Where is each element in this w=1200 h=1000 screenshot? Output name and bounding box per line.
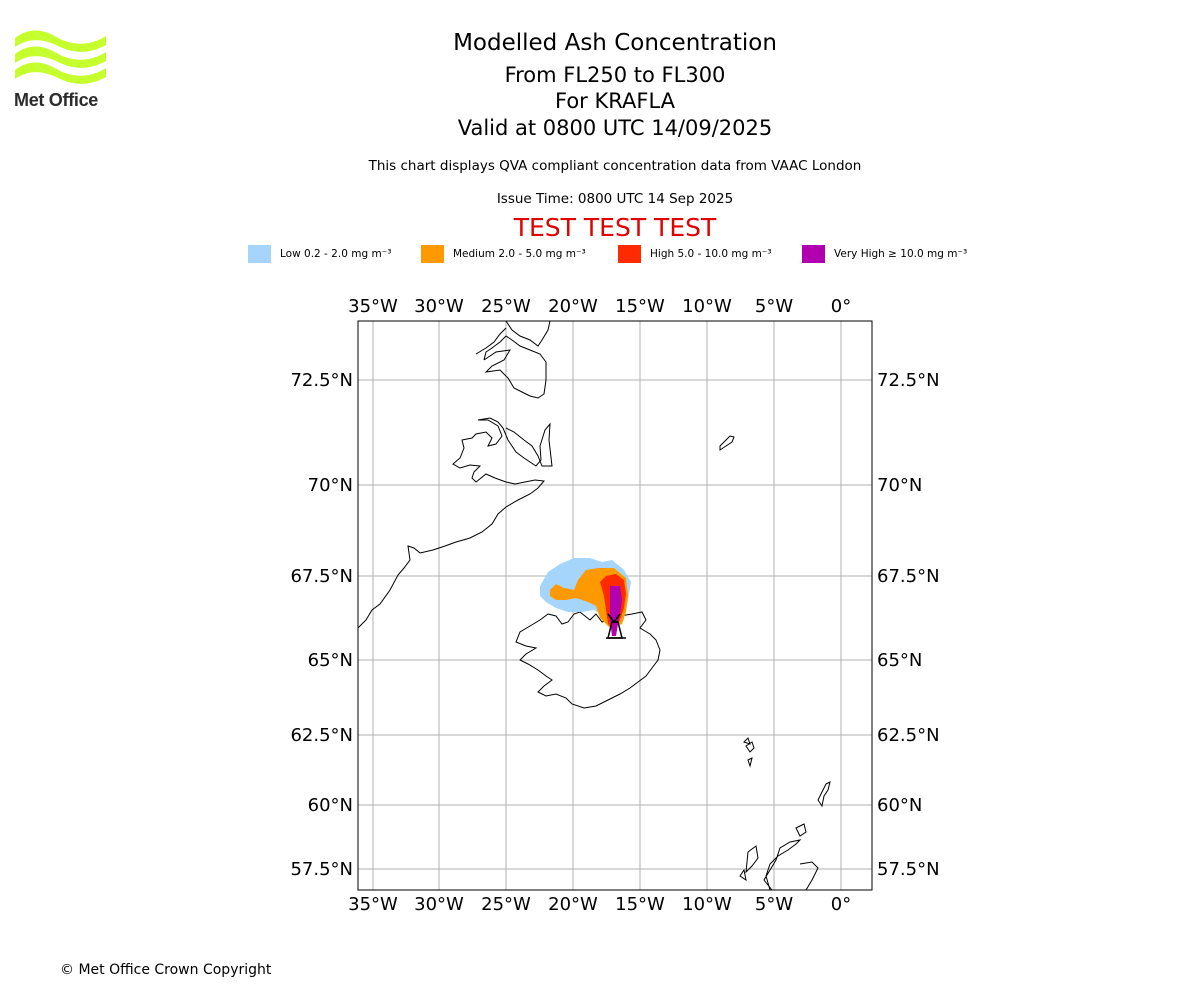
lon-label: 0°	[831, 296, 851, 317]
legend-item-low: Low 0.2 - 2.0 mg m⁻³	[248, 244, 391, 264]
lon-label: 35°W	[348, 296, 398, 317]
flight-level-range: From FL250 to FL300	[504, 63, 726, 87]
lon-label: 30°W	[414, 894, 464, 915]
greenland-coast	[358, 417, 553, 629]
chart-title: Modelled Ash Concentration	[453, 30, 777, 56]
legend-swatch-high	[618, 245, 641, 263]
legend-item-high: High 5.0 - 10.0 mg m⁻³	[618, 244, 772, 264]
legend-label-very-high: Very High ≥ 10.0 mg m⁻³	[834, 248, 968, 260]
lat-label: 57.5°N	[290, 859, 353, 880]
lat-labels-left: 72.5°N 70°N 67.5°N 65°N 62.5°N 60°N 57.5…	[290, 370, 353, 880]
lat-label: 57.5°N	[877, 859, 940, 880]
orkney-coast	[795, 823, 807, 837]
volcano-name: For KRAFLA	[555, 89, 675, 113]
lat-label: 65°N	[308, 650, 353, 671]
lon-label: 20°W	[548, 296, 598, 317]
iceland-coast	[515, 611, 661, 709]
lon-label: 25°W	[481, 296, 531, 317]
lat-label: 62.5°N	[877, 725, 940, 746]
lat-label: 60°N	[308, 795, 353, 816]
lon-label: 30°W	[414, 296, 464, 317]
legend-swatch-low	[248, 245, 271, 263]
lat-label: 70°N	[877, 475, 922, 496]
lon-label: 5°W	[755, 296, 793, 317]
legend-label-high: High 5.0 - 10.0 mg m⁻³	[650, 248, 772, 260]
copyright-notice: © Met Office Crown Copyright	[60, 962, 272, 978]
chart-description: This chart displays QVA compliant concen…	[368, 158, 862, 174]
coastlines	[358, 321, 831, 890]
legend-label-medium: Medium 2.0 - 5.0 mg m⁻³	[453, 248, 586, 260]
map-gridlines	[358, 321, 872, 890]
legend-swatch-medium	[421, 245, 444, 263]
issue-time: Issue Time: 0800 UTC 14 Sep 2025	[496, 191, 734, 207]
lat-label: 72.5°N	[290, 370, 353, 391]
lon-label: 5°W	[755, 894, 793, 915]
greenland-coast-north	[475, 321, 551, 399]
ash-plume	[540, 558, 631, 636]
volcano-marker	[606, 613, 626, 639]
lat-label: 65°N	[877, 650, 922, 671]
test-banner: TEST TEST TEST	[513, 213, 717, 242]
lat-label: 60°N	[877, 795, 922, 816]
lon-label: 35°W	[348, 894, 398, 915]
ash-very-high-region	[610, 586, 622, 636]
hebrides-coast	[739, 845, 759, 882]
met-office-logo-icon	[15, 30, 106, 84]
lat-label: 72.5°N	[877, 370, 940, 391]
lon-label: 10°W	[682, 894, 732, 915]
lat-labels-right: 72.5°N 70°N 67.5°N 65°N 62.5°N 60°N 57.5…	[877, 370, 940, 880]
lon-label: 25°W	[481, 894, 531, 915]
map-frame-border	[357, 320, 873, 891]
shetland-coast	[817, 781, 831, 808]
lon-label: 20°W	[548, 894, 598, 915]
lon-labels-top: 35°W 30°W 25°W 20°W 15°W 10°W 5°W 0°	[348, 296, 851, 317]
legend-label-low: Low 0.2 - 2.0 mg m⁻³	[280, 248, 392, 260]
lon-label: 15°W	[615, 296, 665, 317]
legend-swatch-very-high	[802, 245, 825, 263]
scotland-coast	[763, 839, 819, 890]
valid-time: Valid at 0800 UTC 14/09/2025	[457, 116, 773, 140]
lon-labels-bottom: 35°W 30°W 25°W 20°W 15°W 10°W 5°W 0°	[348, 894, 851, 915]
lat-label: 67.5°N	[290, 566, 353, 587]
lon-label: 10°W	[682, 296, 732, 317]
lon-label: 15°W	[615, 894, 665, 915]
met-office-logo-text: Met Office	[14, 90, 99, 110]
legend-item-very-high: Very High ≥ 10.0 mg m⁻³	[802, 244, 967, 264]
faroe-islands-coast	[743, 737, 755, 768]
lat-label: 67.5°N	[877, 566, 940, 587]
legend-item-medium: Medium 2.0 - 5.0 mg m⁻³	[421, 244, 586, 264]
jan-mayen-coast	[719, 435, 735, 451]
lon-label: 0°	[831, 894, 851, 915]
lat-label: 62.5°N	[290, 725, 353, 746]
lat-label: 70°N	[308, 475, 353, 496]
